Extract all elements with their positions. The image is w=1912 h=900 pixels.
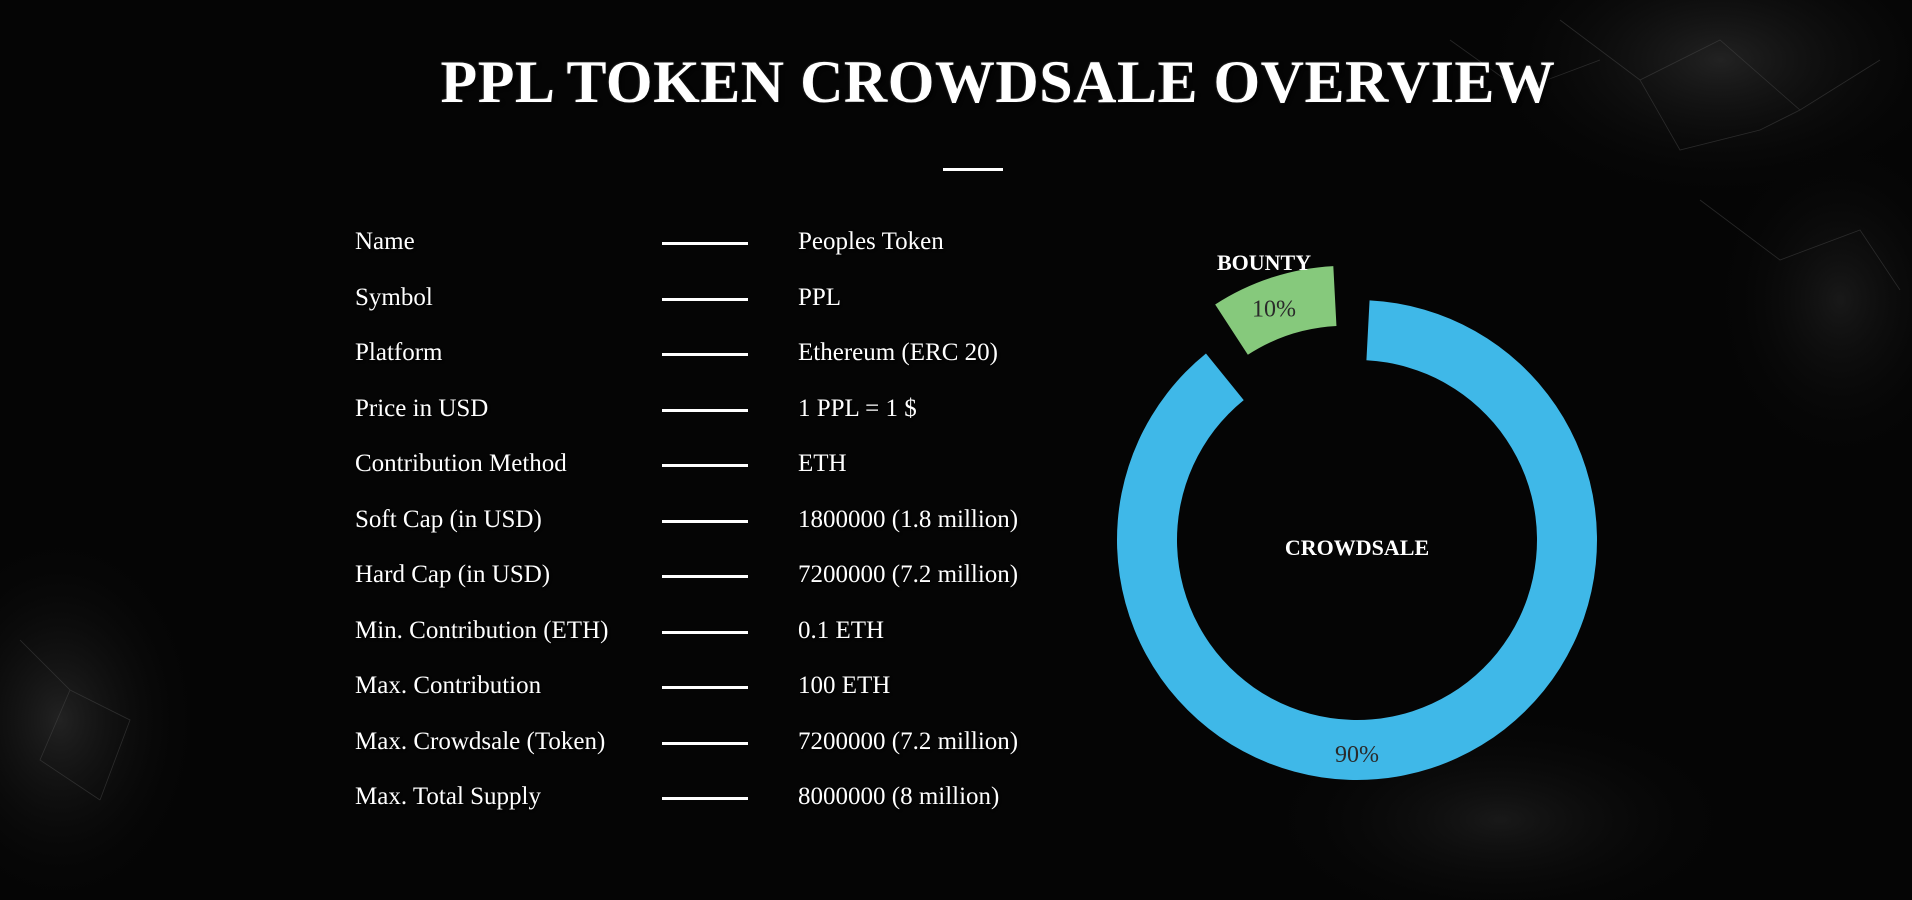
detail-label: Symbol	[355, 283, 433, 311]
dash-separator	[662, 575, 748, 578]
detail-label: Soft Cap (in USD)	[355, 505, 542, 533]
detail-row: Symbol PPL	[355, 278, 1075, 334]
detail-row: Max. Contribution 100 ETH	[355, 666, 1075, 722]
dash-separator	[662, 353, 748, 356]
detail-value: PPL	[798, 283, 842, 311]
detail-label: Contribution Method	[355, 450, 567, 477]
detail-value: 7200000 (7.2 million)	[798, 727, 1019, 755]
dash-separator	[662, 242, 748, 245]
detail-row: Contribution Method ETH	[355, 444, 1075, 500]
detail-row: Hard Cap (in USD) 7200000 (7.2 million)	[355, 555, 1075, 611]
detail-value: 0.1 ETH	[798, 616, 885, 644]
detail-value: Ethereum (ERC 20)	[798, 339, 998, 366]
detail-label: Price in USD	[355, 394, 489, 422]
dash-separator	[662, 464, 748, 467]
dash-separator	[662, 630, 748, 634]
detail-label: Min. Contribution (ETH)	[355, 616, 609, 644]
detail-value: 100 ETH	[798, 672, 891, 699]
value-label-bounty: 10%	[1252, 296, 1296, 322]
dash-separator	[662, 408, 748, 412]
dash-separator	[662, 797, 748, 800]
dash-separator	[662, 297, 748, 301]
detail-row: Platform Ethereum (ERC 20)	[355, 333, 1075, 389]
detail-label: Platform	[355, 339, 443, 366]
slice-bounty	[1215, 266, 1337, 355]
category-label-bounty: BOUNTY	[1217, 250, 1311, 275]
token-details-list: Name Peoples Token Symbol PPL Platform Ethere…	[355, 222, 1075, 833]
dash-separator	[662, 519, 748, 523]
value-label-crowdsale: 90%	[1335, 742, 1379, 768]
token-distribution-donut-chart: 10% 90% BOUNTY CROWDSALE	[1117, 250, 1597, 780]
detail-row: Max. Total Supply 8000000 (8 million)	[355, 777, 1075, 833]
detail-label: Hard Cap (in USD)	[355, 561, 551, 588]
detail-value: 7200000 (7.2 million)	[798, 561, 1019, 588]
dash-separator	[662, 741, 748, 745]
detail-value: 1 PPL = 1 $	[798, 394, 917, 422]
detail-value: Peoples Token	[798, 228, 944, 255]
title-underline	[943, 168, 1003, 171]
detail-label: Max. Contribution	[355, 672, 542, 699]
detail-row: Min. Contribution (ETH) 0.1 ETH	[355, 611, 1075, 667]
detail-row: Name Peoples Token	[355, 222, 1075, 278]
page-title: PPL TOKEN CROWDSALE OVERVIEW	[440, 49, 1556, 115]
detail-label: Name	[355, 228, 415, 255]
detail-value: 8000000 (8 million)	[798, 783, 1000, 810]
dash-separator	[662, 686, 748, 689]
detail-row: Soft Cap (in USD) 1800000 (1.8 million)	[355, 500, 1075, 556]
detail-row: Max. Crowdsale (Token) 7200000 (7.2 milli…	[355, 722, 1075, 778]
detail-value: ETH	[798, 450, 847, 477]
detail-label: Max. Total Supply	[355, 783, 541, 810]
detail-label: Max. Crowdsale (Token)	[355, 727, 606, 755]
detail-row: Price in USD 1 PPL = 1 $	[355, 389, 1075, 445]
detail-value: 1800000 (1.8 million)	[798, 505, 1019, 533]
category-label-crowdsale: CROWDSALE	[1285, 535, 1429, 560]
